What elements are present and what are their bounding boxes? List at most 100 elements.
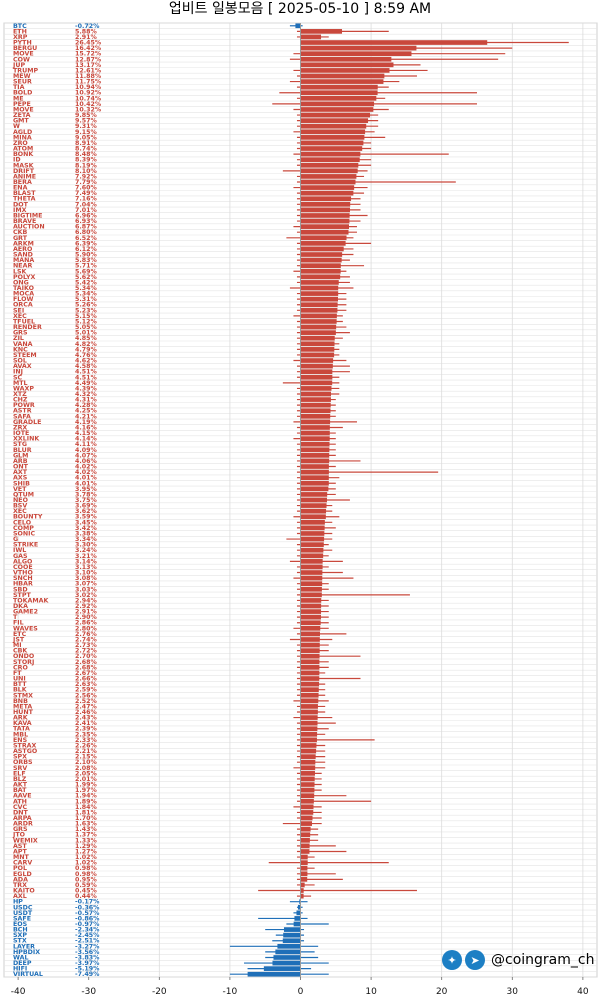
pct-label: -3.56% (75, 949, 100, 956)
ticker-label: ENS (13, 737, 28, 744)
pct-label: 1.63% (75, 821, 98, 828)
ticker-label: ONDO (13, 653, 35, 660)
bar (300, 241, 346, 246)
bar (300, 620, 321, 626)
pct-label: 1.43% (75, 826, 98, 833)
pct-label: 1.84% (75, 804, 98, 811)
pct-label: 2.67% (75, 670, 98, 677)
bar (300, 765, 316, 771)
ticker-label: BLAST (13, 190, 36, 197)
bar (300, 854, 308, 860)
pct-label: 4.28% (75, 402, 98, 409)
ticker-label: JUP (12, 62, 25, 69)
pct-label: 2.92% (75, 603, 98, 610)
ticker-label: MOCA (13, 291, 34, 298)
bar (300, 263, 341, 269)
pct-label: 8.91% (75, 140, 98, 147)
bar (300, 843, 310, 849)
bar (300, 826, 311, 832)
ticker-label: MANA (13, 257, 34, 264)
pct-label: 0.95% (75, 876, 98, 883)
ticker-label: SRV (13, 765, 27, 772)
bar (300, 374, 333, 380)
pct-label: 3.42% (75, 525, 98, 532)
pct-label: 2.35% (75, 731, 98, 738)
bar (300, 559, 323, 564)
pct-label: 1.37% (75, 832, 98, 839)
bar (300, 352, 335, 358)
ticker-label: ARKM (13, 240, 34, 247)
pct-label: 2.94% (75, 597, 98, 604)
pct-label: 5.42% (75, 279, 98, 286)
pct-label: 6.12% (75, 246, 98, 253)
pct-label: -2.45% (75, 932, 100, 939)
ticker-label: TRUMP (13, 67, 39, 74)
bar (300, 224, 349, 229)
bar (300, 849, 310, 854)
ticker-label: GAME2 (13, 609, 38, 616)
bar (300, 547, 324, 553)
x-tick-label: 30 (507, 987, 519, 997)
pct-label: 8.10% (75, 168, 98, 175)
bar (300, 625, 321, 631)
ticker-label: PYTH (13, 40, 32, 47)
pct-label: -2.51% (75, 938, 100, 945)
bar (300, 737, 317, 743)
bar (300, 480, 329, 486)
bar (300, 793, 315, 799)
ticker-label: ONG (13, 279, 29, 286)
ticker-label: SAFE (13, 915, 31, 922)
bar (297, 904, 301, 910)
bar (296, 910, 301, 916)
ticker-label: AUCTION (13, 224, 45, 231)
bar (300, 207, 350, 213)
pct-label: 7.49% (75, 190, 98, 197)
ticker-label: MOVE (13, 106, 34, 113)
ticker-label: BCH (13, 927, 28, 934)
bar (300, 419, 331, 425)
pct-label: 1.02% (75, 860, 98, 867)
pct-label: 10.94% (75, 84, 102, 91)
ticker-label: FT (13, 670, 22, 677)
pct-label: 5.83% (75, 257, 98, 264)
bar (300, 179, 356, 185)
bar (300, 877, 308, 882)
pct-label: 5.26% (75, 302, 98, 309)
ticker-label: DRIFT (13, 168, 35, 175)
bar (300, 402, 331, 408)
ticker-label: MI (13, 642, 22, 649)
bar (300, 837, 310, 843)
bar (300, 698, 319, 704)
bar (300, 397, 331, 402)
bar (300, 380, 333, 386)
pct-label: 2.59% (75, 687, 98, 694)
bar (300, 369, 333, 375)
pct-label: 4.02% (75, 469, 98, 476)
bar (300, 871, 308, 877)
pct-label: 4.79% (75, 346, 98, 353)
pct-label: 10.42% (75, 101, 102, 108)
pct-label: 3.10% (75, 570, 98, 577)
bar (300, 536, 325, 542)
ticker-label: BONK (13, 151, 34, 158)
bar (300, 776, 315, 782)
ticker-label: GAS (13, 553, 28, 560)
bar (300, 363, 333, 369)
pct-label: 2.33% (75, 737, 98, 744)
ticker-label: MOVE (13, 51, 34, 58)
ticker-label: ME (13, 95, 24, 102)
x-tick-label: -10 (223, 987, 238, 997)
bar (300, 486, 329, 492)
bar (300, 888, 304, 893)
ticker-label: CARV (13, 860, 32, 867)
bar (300, 720, 318, 726)
pct-label: -3.83% (75, 954, 100, 961)
pct-label: 2.52% (75, 698, 98, 705)
ticker-label: ARK (13, 715, 29, 722)
ticker-label: STMX (13, 692, 33, 699)
ticker-label: POL (13, 865, 27, 872)
pct-label: 9.57% (75, 118, 98, 125)
bar (277, 943, 301, 949)
bar (300, 252, 343, 257)
ticker-label: MEW (13, 73, 31, 80)
